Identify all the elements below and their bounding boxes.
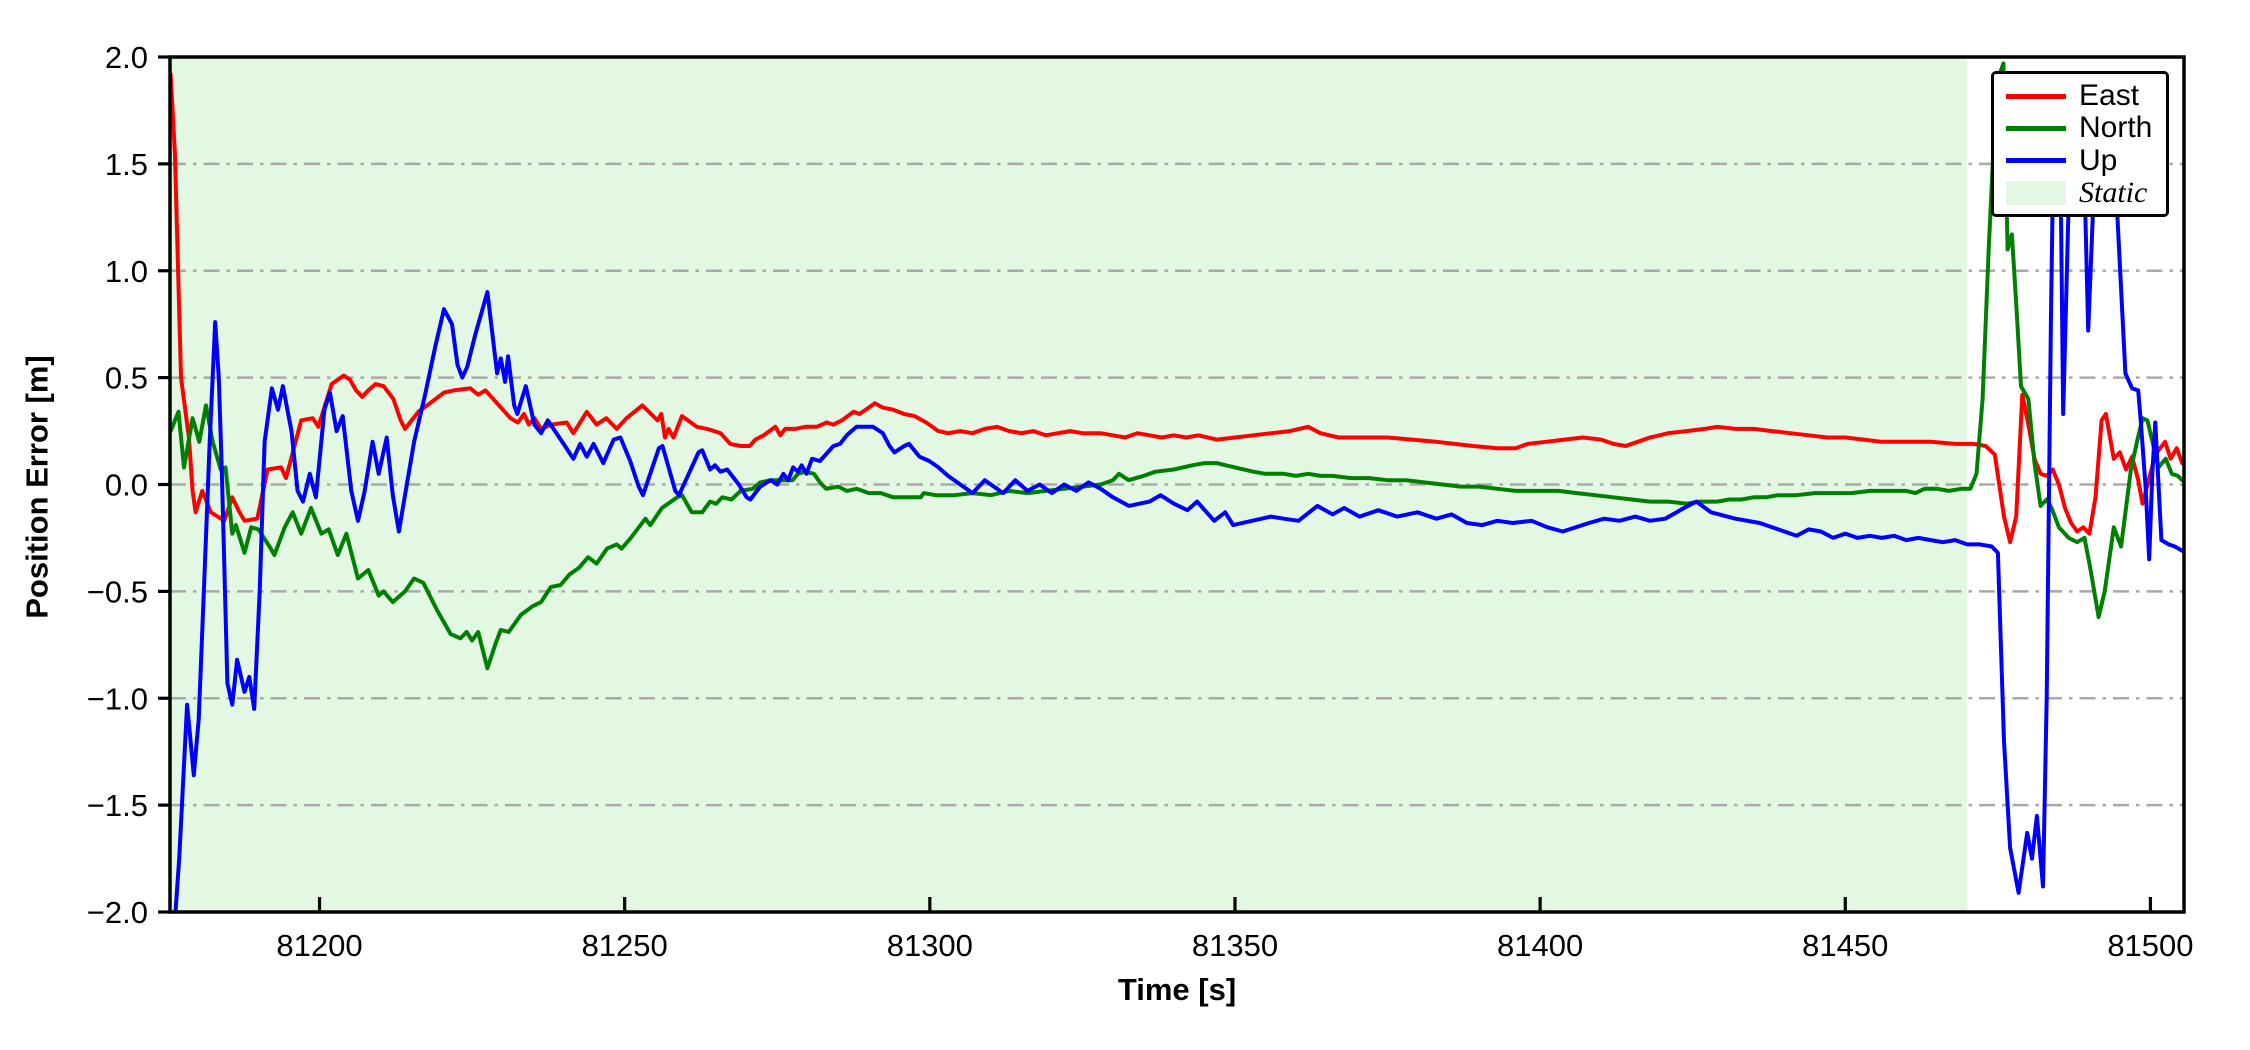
legend-item-east: East	[2006, 81, 2156, 111]
x-tick-label-81400: 81400	[1497, 928, 1583, 963]
series-line-east	[170, 72, 2184, 545]
legend: East North Up Static	[1991, 71, 2169, 217]
x-tick-label-81350: 81350	[1192, 928, 1278, 963]
y-tick-label-1.0: 1.0	[105, 254, 148, 289]
x-tick-label-81500: 81500	[2107, 928, 2193, 963]
legend-item-static: Static	[2006, 175, 2156, 209]
y-tick-label-−1.5: −1.5	[87, 788, 148, 823]
y-tick-label-0.5: 0.5	[105, 361, 148, 396]
gridlines	[170, 162, 2184, 807]
north-line-swatch	[2006, 125, 2066, 131]
legend-label-north: North	[2079, 111, 2153, 145]
legend-item-up: Up	[2006, 143, 2156, 177]
x-tick-label-81300: 81300	[887, 928, 973, 963]
x-axis-label: Time [s]	[1117, 972, 1237, 1007]
y-axis-label: Position Error [m]	[19, 355, 55, 619]
plot-border	[168, 55, 2186, 914]
static-patch-swatch	[2006, 180, 2066, 205]
legend-item-north: North	[2006, 113, 2156, 143]
y-tick-label-−1.0: −1.0	[87, 681, 148, 716]
y-tick-label-0.0: 0.0	[105, 468, 148, 503]
y-tick-label-1.5: 1.5	[105, 147, 148, 182]
tick-labels: 81200 81250 81300 81350 81400 81450 81500 −2.0 −…	[87, 40, 2194, 963]
x-tick-label-81250: 81250	[582, 928, 668, 963]
legend-label-east: East	[2079, 79, 2140, 112]
x-tick-label-81200: 81200	[276, 928, 362, 963]
tick-marks	[158, 55, 2153, 914]
legend-label-static: Static	[2079, 175, 2148, 209]
y-tick-label-2.0: 2.0	[105, 40, 148, 75]
series-line-north	[170, 61, 2184, 671]
up-line-swatch	[2006, 158, 2066, 164]
y-tick-label-−2.0: −2.0	[87, 895, 148, 930]
legend-label-up: Up	[2079, 143, 2118, 177]
y-tick-label-−0.5: −0.5	[87, 574, 148, 609]
series-line-up	[173, 76, 2184, 912]
x-tick-label-81450: 81450	[1802, 928, 1888, 963]
east-line-swatch	[2006, 93, 2066, 99]
series-lines	[170, 61, 2184, 912]
